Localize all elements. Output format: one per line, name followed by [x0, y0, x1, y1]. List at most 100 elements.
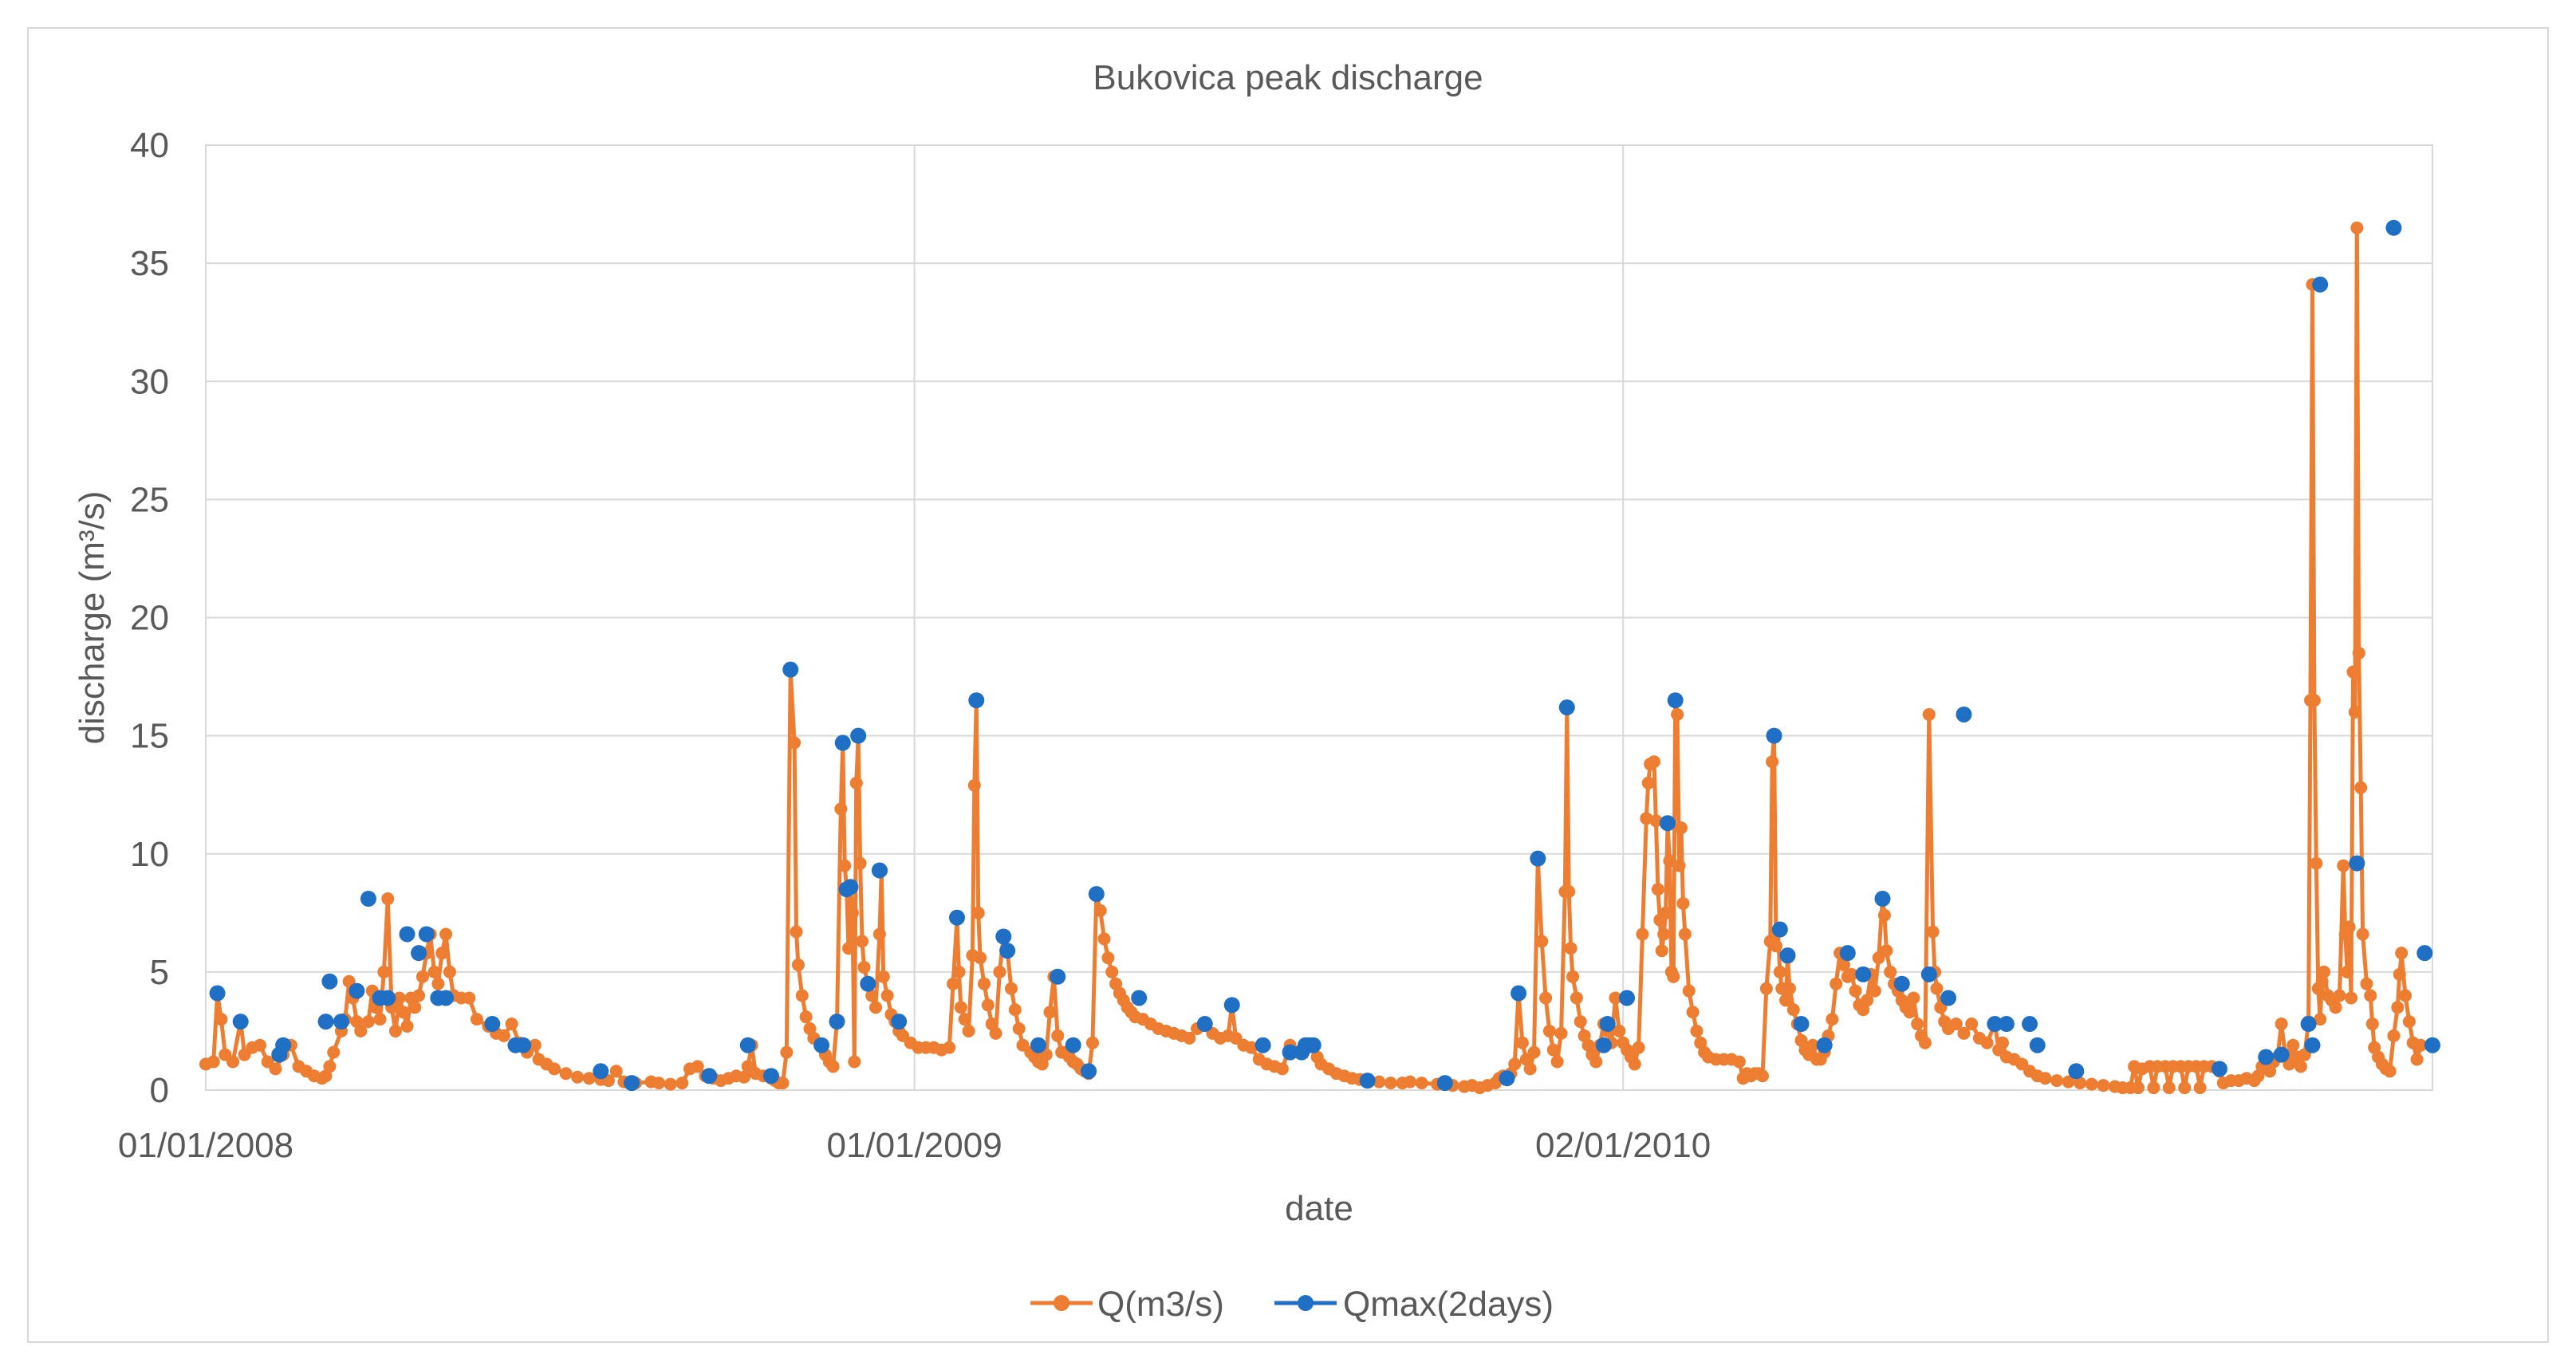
series-q: [199, 221, 2428, 1095]
q-point: [788, 736, 802, 750]
qmax-point: [2304, 1037, 2321, 1053]
qmax-point: [2312, 276, 2329, 293]
q-point: [2393, 967, 2406, 981]
qmax-point: [834, 734, 851, 751]
plot-area: [205, 144, 2433, 1091]
legend-item-q[interactable]: Q(m3/s): [1030, 1285, 1224, 1324]
q-point: [381, 892, 395, 906]
q-point: [2354, 781, 2368, 794]
qmax-point: [1771, 921, 1788, 938]
qmax-point: [1050, 968, 1066, 985]
q-point: [2038, 1072, 2052, 1085]
q-point: [439, 927, 453, 941]
qmax-point: [2349, 855, 2365, 872]
q-point: [2352, 646, 2365, 659]
q-point: [609, 1065, 623, 1078]
qmax-point: [2416, 945, 2433, 962]
qmax-point: [2068, 1063, 2085, 1080]
q-point: [1641, 776, 1655, 789]
q-point: [361, 1015, 375, 1029]
q-point: [1245, 1041, 1258, 1054]
qmax-point: [1282, 1044, 1298, 1061]
qmax-point: [2300, 1016, 2317, 1033]
q-point: [1508, 1057, 1522, 1071]
q-point: [2275, 1018, 2288, 1031]
q-point: [2318, 965, 2331, 978]
y-tick-label: 10: [130, 835, 169, 874]
y-axis-label: discharge (m³/s): [73, 491, 112, 745]
qmax-point: [1667, 692, 1684, 709]
q-point: [853, 856, 867, 870]
q-point: [528, 1038, 542, 1052]
q-point: [1663, 854, 1676, 868]
q-point: [1589, 1055, 1603, 1069]
q-point: [1562, 885, 1576, 899]
q-point: [1527, 1045, 1541, 1059]
q-point: [676, 1077, 689, 1090]
q-point: [967, 778, 981, 792]
qmax-point: [1839, 945, 1856, 962]
q-point: [253, 1038, 266, 1052]
q-point: [737, 1070, 750, 1084]
q-point: [2395, 947, 2409, 960]
q-point: [463, 991, 476, 1005]
y-tick-label: 20: [130, 599, 169, 638]
q-point: [2364, 989, 2377, 1002]
qmax-point: [948, 909, 965, 926]
q-point: [857, 960, 871, 974]
q-point: [865, 989, 879, 1002]
x-tick-label: 01/01/2008: [118, 1126, 293, 1165]
qmax-point: [1920, 966, 1937, 982]
qmax-point: [333, 1014, 349, 1030]
q-point: [226, 1055, 239, 1069]
q-point: [1657, 927, 1671, 941]
q-point: [354, 1024, 368, 1037]
q-point: [776, 1077, 790, 1090]
q-point: [799, 1010, 813, 1024]
qmax-point: [1956, 706, 1972, 722]
q-point: [1640, 812, 1653, 825]
qmax-point: [1855, 966, 1872, 982]
q-point: [2193, 1081, 2207, 1095]
q-point: [2341, 965, 2354, 978]
q-point: [400, 1020, 414, 1033]
q-point: [880, 989, 894, 1002]
q-point: [2356, 927, 2369, 941]
q-point: [1779, 994, 1793, 1007]
q-point: [1682, 984, 1696, 998]
q-point: [1085, 1036, 1099, 1049]
q-point: [1678, 927, 1692, 941]
qmax-point: [1779, 947, 1796, 964]
q-point: [947, 977, 960, 990]
qmax-point: [232, 1014, 249, 1030]
q-point: [1659, 906, 1672, 919]
y-tick-label: 15: [130, 717, 169, 756]
q-point: [1861, 994, 1874, 1007]
q-point: [1732, 1055, 1746, 1069]
q-point: [412, 989, 426, 1002]
y-tick-label: 0: [150, 1071, 169, 1110]
qmax-point: [321, 973, 338, 990]
legend: Q(m3/s) Qmax(2days): [1030, 1285, 1554, 1324]
qmax-point: [1619, 990, 1636, 1006]
qmax-point: [995, 928, 1012, 945]
q-point: [1012, 1022, 1026, 1035]
q-point: [2333, 989, 2346, 1002]
y-axis-ticks: 0 5 10 15 20 25 30 35 40: [130, 126, 169, 1110]
legend-qmax-label: Qmax(2days): [1343, 1285, 1554, 1324]
q-point: [1632, 1041, 1645, 1054]
legend-item-qmax[interactable]: Qmax(2days): [1274, 1285, 1554, 1324]
q-point: [848, 1055, 861, 1069]
qmax-point: [762, 1068, 779, 1085]
qmax-point: [484, 1016, 501, 1033]
q-point: [2329, 1001, 2342, 1014]
qmax-point: [968, 692, 985, 709]
gridlines: [205, 144, 2432, 1091]
q-point: [962, 1024, 975, 1037]
q-point: [1849, 984, 1862, 998]
q-point: [1922, 707, 1936, 721]
q-point: [1759, 982, 1773, 995]
qmax-point: [1359, 1073, 1376, 1089]
q-point: [952, 965, 966, 978]
q-point: [427, 965, 441, 978]
